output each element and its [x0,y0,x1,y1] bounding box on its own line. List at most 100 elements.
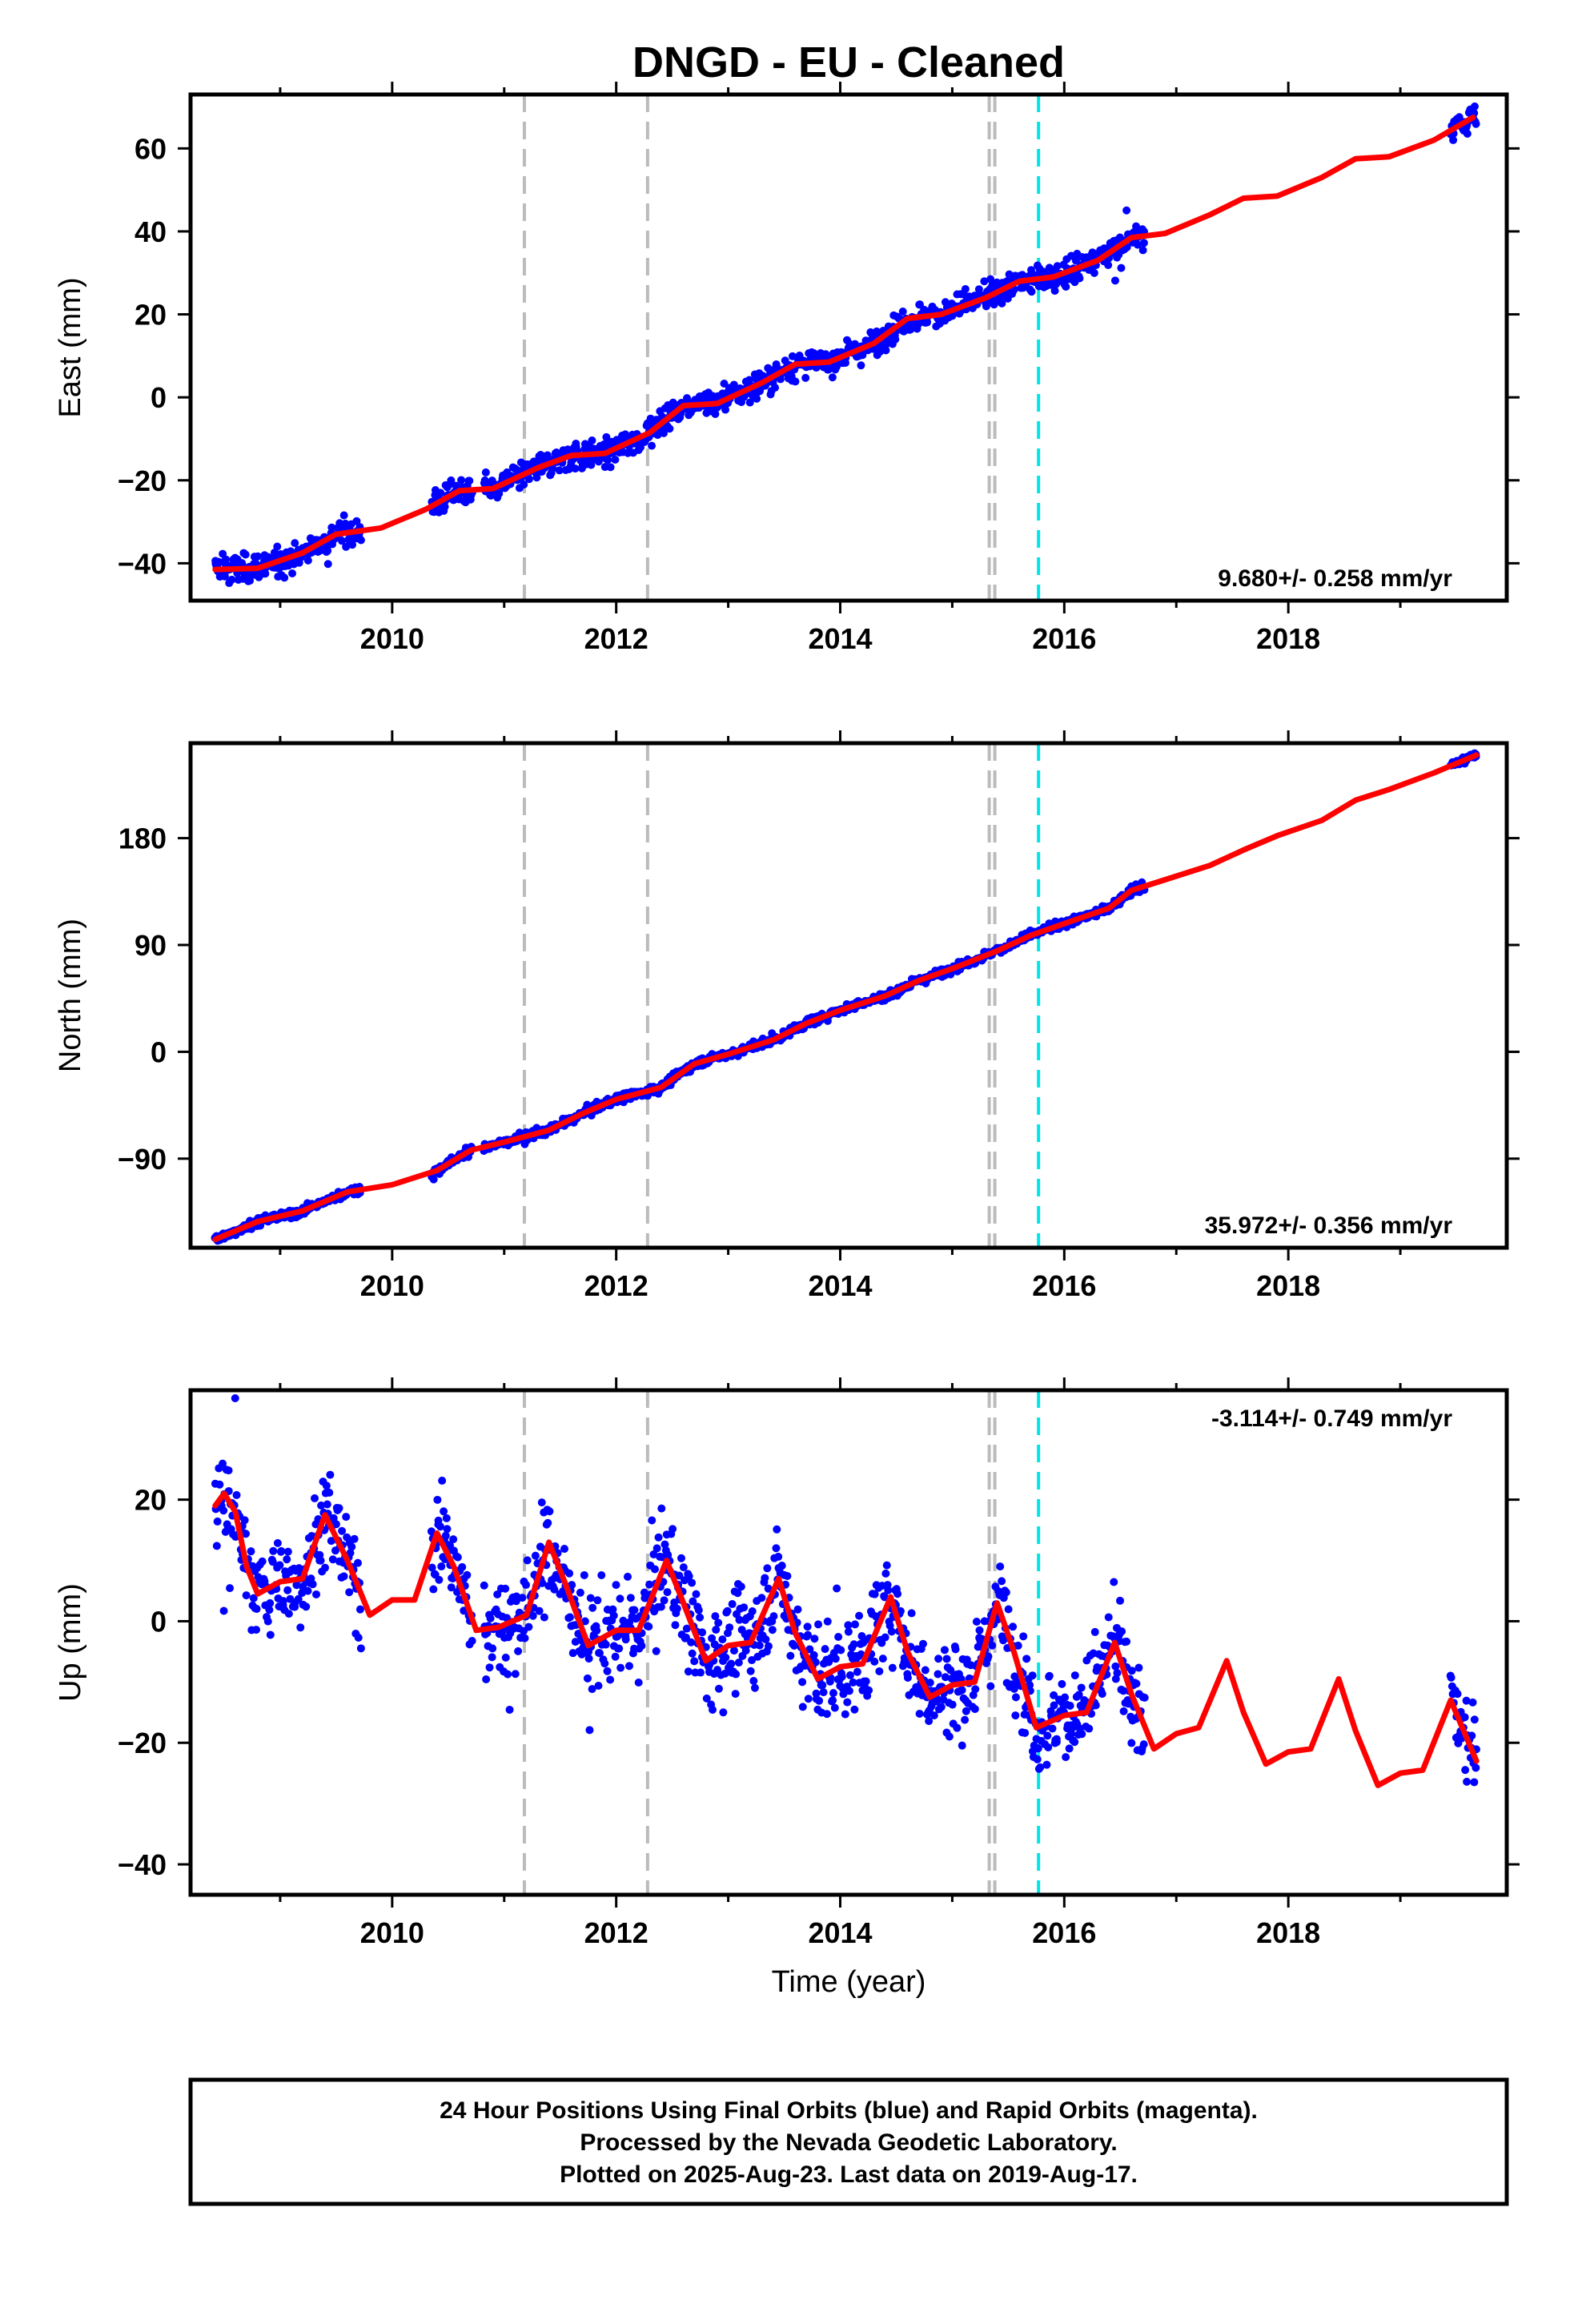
data-point [317,1501,326,1510]
data-point [986,275,995,283]
data-point [1138,246,1147,255]
data-point [338,1526,347,1535]
x-tick-label: 2010 [360,622,424,655]
data-point [683,394,692,403]
data-point [435,1575,444,1584]
data-point [544,1518,552,1527]
data-point [342,1513,351,1522]
data-point [339,511,348,520]
data-point [844,1621,853,1630]
data-point [609,1611,618,1620]
data-point [1043,1731,1052,1740]
data-point [755,1641,764,1650]
data-point [465,476,474,485]
y-tick-label: −40 [118,1848,167,1881]
data-point [1004,1605,1013,1614]
data-point [971,1685,980,1694]
data-point [323,546,332,555]
data-point [486,1614,495,1622]
data-point [774,1552,783,1561]
data-point [687,1638,696,1647]
data-point [721,405,730,414]
data-point [1460,1713,1469,1722]
east-data-points [211,102,1480,588]
data-point [761,1574,769,1582]
data-point [440,1507,448,1516]
east-rate-label: 9.680+/- 0.258 mm/yr [1218,565,1452,592]
data-point [833,1584,841,1593]
data-point [696,1613,705,1622]
data-point [621,430,630,439]
data-point [934,1655,943,1663]
data-point [346,1549,355,1558]
data-point [962,1707,970,1715]
data-point [1062,1753,1070,1762]
up-data-points [211,1393,1480,1787]
data-point [849,1640,858,1649]
data-point [1140,1693,1149,1702]
data-point [834,1633,843,1642]
data-point [354,1634,363,1642]
data-point [714,1618,723,1627]
data-point [327,523,336,532]
data-point [606,463,615,472]
data-point [603,1667,612,1675]
data-point [669,1525,677,1534]
data-point [220,572,229,581]
data-point [1058,1679,1066,1688]
data-point [694,1606,703,1614]
data-point [634,1679,643,1687]
data-point [772,1544,781,1553]
data-point [252,1605,261,1614]
data-point [749,1677,758,1686]
data-point [961,284,970,293]
data-point [773,1525,781,1534]
data-point [907,1609,916,1618]
data-point [884,1586,893,1594]
data-point [437,1562,446,1571]
data-point [819,1688,828,1697]
data-point [1098,1690,1106,1699]
data-point [429,1175,438,1184]
data-point [881,1633,889,1642]
data-point [212,1542,221,1550]
data-point [321,1563,330,1572]
data-point [269,1546,278,1555]
chart-title: DNGD - EU - Cleaned [632,38,1065,86]
data-point [1050,1701,1058,1710]
y-tick-label: −90 [118,1143,167,1176]
data-point [222,555,231,564]
data-point [1075,274,1084,283]
data-point [1472,1763,1480,1772]
data-point [302,1602,311,1611]
north-data-points [211,749,1480,1245]
data-point [723,1606,732,1615]
data-point [830,1703,839,1712]
x-tick-label: 2018 [1256,1916,1320,1949]
data-point [520,1634,529,1642]
y-tick-label: −20 [118,464,167,497]
data-point [829,1689,837,1698]
data-point [1062,283,1070,292]
data-point [980,277,989,286]
data-point [265,1606,274,1614]
data-point [1113,1668,1122,1677]
data-point [615,1644,624,1653]
data-point [815,1696,824,1705]
data-point [1034,1744,1042,1753]
data-point [804,1630,813,1639]
data-point [1027,266,1036,275]
data-point [850,1620,859,1629]
data-point [926,1679,934,1687]
data-point [540,1613,548,1622]
data-point [1127,1667,1136,1675]
data-point [296,1623,305,1632]
data-point [933,1697,942,1706]
data-point [786,1651,795,1660]
data-point [896,1606,905,1615]
data-point [520,480,528,489]
data-point [266,1598,275,1607]
data-point [443,1525,452,1534]
data-point [757,1594,766,1602]
data-point [626,1594,635,1602]
